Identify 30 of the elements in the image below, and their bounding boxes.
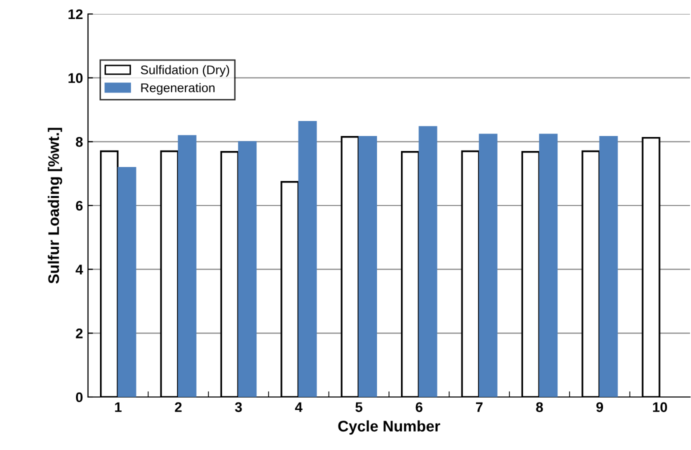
x-tick-label: 3 — [234, 402, 242, 412]
y-tick-label: 12 — [68, 9, 83, 20]
x-tick-label: 10 — [653, 402, 668, 412]
x-tick-label: 5 — [355, 402, 362, 412]
x-tick-label: 4 — [295, 402, 302, 412]
y-tick-label: 4 — [76, 264, 84, 274]
bar — [599, 136, 618, 397]
bar — [298, 121, 317, 397]
legend-label: Regeneration — [141, 83, 215, 95]
bar — [118, 167, 136, 397]
y-tick-label: 0 — [76, 392, 83, 402]
bar — [238, 141, 257, 397]
x-tick-label: 9 — [596, 402, 604, 412]
x-tick-label: 1 — [115, 402, 122, 412]
x-tick-label: 8 — [536, 402, 543, 412]
y-tick-label: 6 — [76, 200, 83, 211]
x-axis-title: Cycle Number — [338, 420, 440, 435]
y-tick-label: 2 — [76, 328, 83, 338]
x-tick-label: 6 — [416, 402, 422, 412]
bar — [539, 134, 558, 397]
bar — [478, 134, 498, 397]
legend-label: Sulfidation (Dry) — [140, 65, 230, 77]
y-tick-label: 10 — [68, 73, 83, 84]
bar — [358, 136, 378, 397]
bar — [418, 126, 438, 397]
y-tick-label: 8 — [76, 137, 83, 147]
x-tick-label: 7 — [476, 402, 483, 412]
y-axis-title: Sulfur Loading [%wt.] — [48, 128, 62, 284]
bar — [178, 135, 196, 397]
x-tick-label: 2 — [174, 402, 182, 412]
